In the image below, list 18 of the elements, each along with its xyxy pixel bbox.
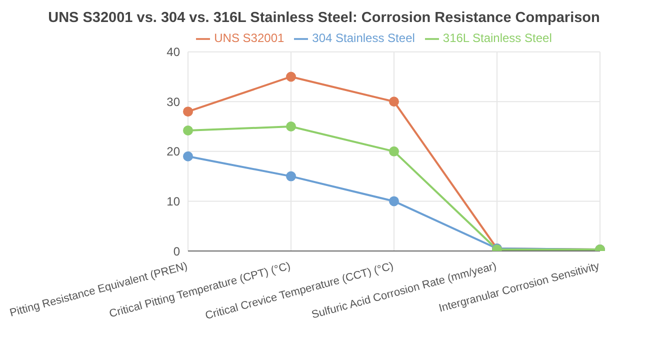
y-tick-label: 20	[166, 144, 180, 159]
y-tick-label: 0	[173, 244, 180, 258]
y-tick-label: 30	[166, 94, 180, 109]
point	[286, 72, 296, 82]
point	[183, 151, 193, 162]
point	[389, 196, 399, 206]
point	[286, 122, 296, 132]
chart-title: UNS S32001 vs. 304 vs. 316L Stainless Steel: Corrosion Resistance Comparison	[47, 10, 601, 26]
y-tick-label: 10	[166, 194, 180, 208]
point	[286, 171, 296, 182]
point	[389, 96, 399, 107]
legend-label: 304 Stainless Steel	[312, 31, 415, 45]
legend-label: UNS S32001	[214, 31, 284, 45]
point	[183, 126, 193, 136]
point	[183, 106, 193, 117]
y-tick-label: 40	[166, 45, 180, 60]
legend-label: 316L Stainless Steel	[442, 31, 552, 45]
point	[389, 146, 399, 156]
